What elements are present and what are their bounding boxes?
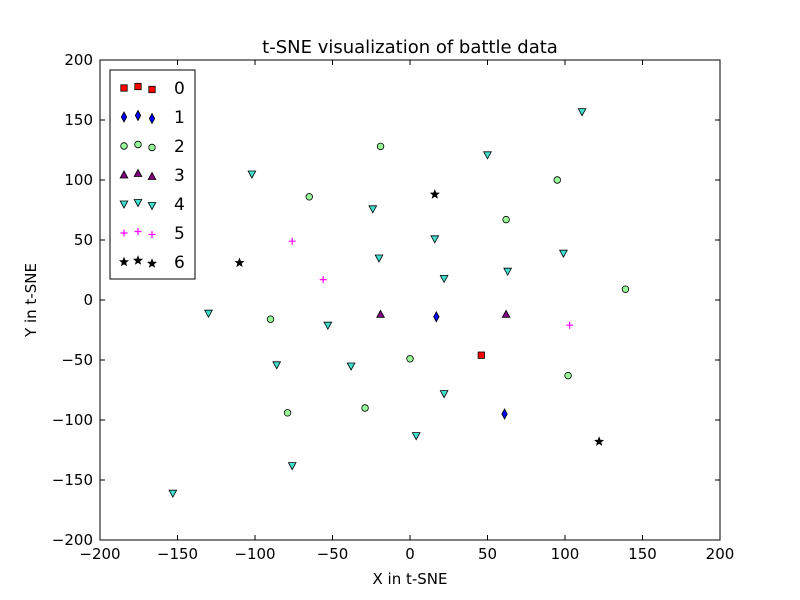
- legend-marker-5: [120, 229, 128, 237]
- data-point-4: [411, 432, 421, 441]
- y-tick-label: 200: [64, 51, 93, 69]
- data-point-2: [564, 371, 572, 380]
- y-tick-label: 100: [64, 171, 93, 189]
- data-point-4: [168, 489, 178, 499]
- data-point-3: [376, 309, 386, 318]
- y-tick-label: 150: [64, 111, 93, 129]
- legend-marker-6: [132, 255, 144, 265]
- legend-marker-1: [148, 112, 156, 125]
- legend-marker-1: [120, 111, 128, 123]
- legend-marker-5: [148, 231, 156, 238]
- data-point-0: [477, 351, 485, 359]
- data-point-2: [283, 409, 292, 417]
- legend-label-3: 3: [174, 166, 185, 186]
- y-tick-label: −150: [52, 471, 93, 489]
- data-point-4: [558, 249, 568, 259]
- y-tick-label: −100: [52, 411, 93, 429]
- legend-marker-0: [148, 85, 156, 94]
- legend-marker-0: [134, 82, 142, 91]
- data-point-2: [502, 215, 510, 224]
- data-point-6: [234, 257, 245, 268]
- data-point-4: [430, 235, 440, 244]
- data-point-2: [361, 404, 369, 412]
- legend-marker-4: [133, 199, 143, 208]
- data-point-2: [266, 315, 275, 323]
- data-point-5: [319, 276, 327, 284]
- data-point-2: [305, 193, 313, 201]
- data-point-4: [272, 361, 282, 370]
- chart-title: t-SNE visualization of battle data: [262, 37, 558, 58]
- data-point-6: [594, 436, 605, 446]
- data-point-4: [247, 170, 257, 179]
- x-tick-label: 200: [706, 545, 735, 563]
- y-axis-label: Y in t-SNE: [22, 263, 40, 338]
- data-point-5: [288, 237, 296, 245]
- plot-frame: [100, 60, 720, 540]
- data-point-4: [374, 254, 384, 263]
- legend-label-0: 0: [174, 79, 185, 99]
- data-point-1: [433, 310, 440, 323]
- x-tick-label: 0: [405, 545, 415, 563]
- data-point-4: [323, 321, 333, 331]
- data-point-4: [483, 151, 492, 160]
- legend-marker-2: [120, 142, 128, 150]
- data-point-2: [553, 176, 561, 184]
- legend-label-4: 4: [174, 195, 185, 215]
- data-point-4: [503, 267, 513, 277]
- legend-marker-4: [147, 202, 157, 211]
- x-tick-label: 150: [628, 545, 657, 563]
- x-tick-label: −150: [157, 545, 198, 563]
- legend-marker-3: [119, 170, 129, 179]
- data-point-4: [287, 462, 297, 471]
- legend-marker-4: [119, 200, 129, 209]
- data-point-4: [577, 108, 587, 117]
- x-tick-label: −50: [317, 545, 349, 563]
- data-point-4: [204, 309, 213, 319]
- data-point-2: [621, 285, 630, 293]
- x-tick-label: 100: [551, 545, 580, 563]
- legend-label-6: 6: [174, 253, 185, 273]
- y-tick-label: 50: [74, 231, 93, 249]
- y-tick-label: −50: [61, 351, 93, 369]
- data-point-4: [346, 362, 356, 371]
- plot-markers: [168, 108, 630, 499]
- data-point-3: [501, 309, 511, 318]
- x-axis-ticks: −200 −150 −100 −50 0 50 100 150 200: [79, 60, 734, 563]
- legend-label-2: 2: [174, 137, 185, 157]
- legend-label-1: 1: [174, 108, 185, 128]
- x-tick-label: 50: [478, 545, 497, 563]
- legend-marker-6: [146, 258, 158, 268]
- chart-title-text: t-SNE visualization of battle data: [262, 37, 558, 58]
- legend-marker-2: [134, 140, 142, 149]
- legend: 0 1 2 3 4 5 6: [109, 69, 196, 280]
- data-point-6: [429, 189, 440, 199]
- x-tick-label: −100: [234, 545, 275, 563]
- x-axis-label: X in t-SNE: [373, 570, 448, 588]
- y-tick-label: 0: [83, 291, 93, 309]
- data-point-5: [566, 321, 574, 329]
- legend-marker-0: [120, 84, 128, 92]
- data-point-4: [368, 205, 378, 214]
- legend-label-5: 5: [174, 224, 185, 244]
- plot-border: [99, 59, 721, 541]
- legend-marker-3: [133, 168, 143, 177]
- legend-marker-1: [134, 109, 142, 122]
- data-point-4: [439, 274, 449, 284]
- legend-marker-2: [148, 143, 156, 152]
- data-point-2: [406, 355, 414, 363]
- legend-marker-5: [134, 228, 142, 235]
- data-point-4: [439, 390, 449, 399]
- legend-marker-6: [118, 256, 130, 267]
- y-tick-label: −200: [52, 531, 93, 549]
- x-tick-label: −200: [79, 545, 120, 563]
- data-point-2: [376, 142, 385, 151]
- data-point-1: [501, 408, 508, 420]
- legend-marker-3: [147, 171, 157, 180]
